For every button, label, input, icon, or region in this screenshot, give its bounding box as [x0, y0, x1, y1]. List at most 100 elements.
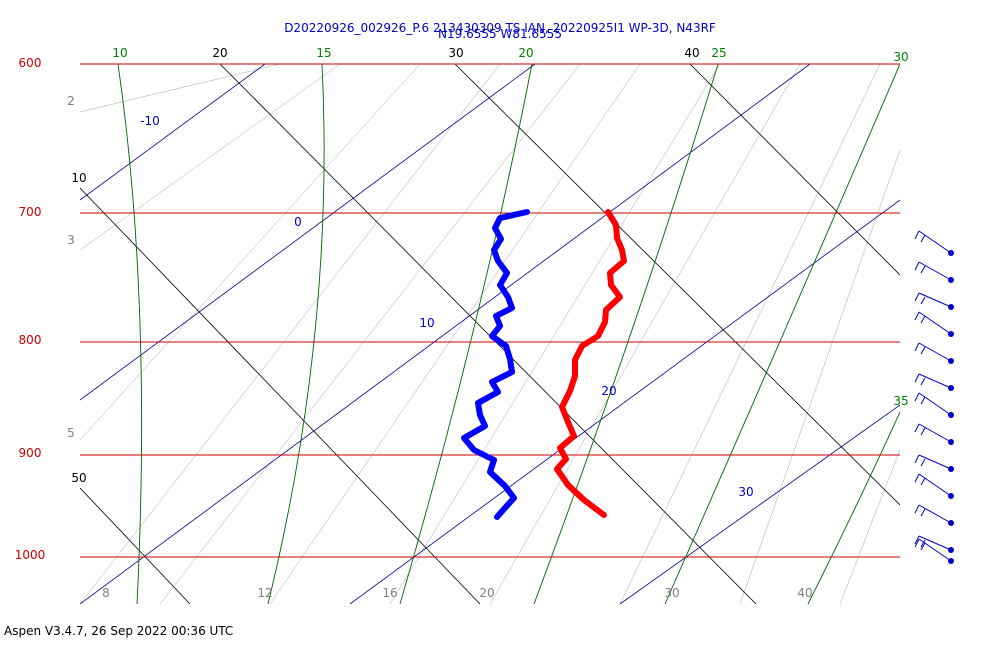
wind-barb	[914, 261, 954, 283]
dry-adiabat-line	[80, 64, 811, 604]
wind-barb	[914, 454, 954, 472]
moist-adiabat-curve	[807, 411, 900, 604]
moist-adiabat-curve	[399, 64, 533, 604]
wind-barb	[914, 504, 954, 526]
wind-barb-flag	[920, 396, 926, 405]
moist-adiabat-label: 10	[112, 46, 127, 60]
dry-adiabat-line	[349, 199, 900, 604]
wind-barb-flag	[920, 477, 926, 486]
chart-subtitle: N19.6555 W81.6555	[438, 27, 562, 41]
wind-barb-flag	[920, 265, 926, 274]
wind-barb-flag	[920, 346, 926, 355]
temperature-trace	[554, 209, 627, 518]
wind-barb	[914, 473, 954, 499]
wind-barb-flag	[920, 315, 926, 324]
wind-barb-staff	[918, 311, 952, 335]
pressure-label: 700	[19, 205, 42, 219]
wind-barb-dot	[948, 493, 954, 499]
isotherm-label: 50	[71, 471, 86, 485]
moist-adiabat-label: 30	[893, 50, 908, 64]
mixing-ratio-label: 8	[102, 586, 110, 600]
isotherm-line	[219, 64, 757, 604]
mixing-ratio-line	[389, 64, 721, 604]
mixing-ratio-line	[739, 149, 900, 604]
wind-barb-staff	[918, 454, 952, 470]
isobars	[80, 63, 900, 558]
wind-barb-flag	[914, 538, 920, 548]
mixing-ratio-line	[839, 449, 900, 604]
pressure-label: 1000	[15, 548, 46, 562]
wind-barb-staff	[918, 342, 952, 362]
mixing-ratio-label: 16	[382, 586, 397, 600]
moist-adiabat-curve	[533, 64, 719, 604]
wind-barb-staff	[918, 504, 952, 524]
pressure-label: 900	[19, 446, 42, 460]
dry-adiabat-line	[80, 64, 536, 401]
dry-adiabat-line	[619, 404, 900, 604]
chart-title: D20220926_002926_P.6 213430309 TS IAN, 2…	[284, 21, 716, 35]
wind-barb-flag	[914, 473, 920, 483]
moist-adiabat-curve	[117, 64, 143, 604]
moist-adiabat-label: 15	[316, 46, 331, 60]
mixing-ratio-line	[269, 64, 641, 604]
wind-barb-flag	[914, 504, 920, 514]
wind-barb-staff	[918, 392, 952, 416]
mixing-ratio-line	[80, 64, 281, 113]
isotherm-line	[80, 187, 481, 604]
wind-barb-staff	[918, 473, 952, 497]
moist-adiabat-label: 35	[893, 394, 908, 408]
wind-barb-flag	[914, 454, 920, 464]
wind-barb-flag	[914, 292, 920, 302]
mixing-ratio-line	[619, 64, 881, 604]
wind-barb	[914, 311, 954, 337]
wind-barb-dot	[948, 412, 954, 418]
isotherm-line	[454, 64, 900, 506]
wind-barb-dot	[948, 304, 954, 310]
wind-barb-staff	[918, 261, 952, 281]
wind-barb-dot	[948, 547, 954, 553]
wind-barb-flag	[920, 427, 926, 436]
wind-barb	[914, 538, 954, 564]
wind-barb-dot	[948, 385, 954, 391]
wind-barb-flag	[920, 377, 926, 386]
wind-barb-flag	[920, 234, 926, 243]
isotherm-label: 30	[448, 46, 463, 60]
moist-adiabat-curve	[664, 64, 900, 604]
wind-barb-flag	[920, 542, 926, 551]
dry-adiabat-label: 0	[294, 215, 302, 229]
dry-adiabat-label: 30	[738, 485, 753, 499]
wind-barb-staff	[918, 230, 952, 254]
mixing-ratio-label: 20	[479, 586, 494, 600]
dry-adiabat-label: -10	[140, 114, 160, 128]
wind-barb	[914, 535, 954, 553]
wind-barb-flag	[920, 296, 926, 305]
wind-barb-flag	[914, 342, 920, 352]
mixing-ratio-line	[80, 64, 421, 441]
wind-barb-flag	[914, 230, 920, 240]
wind-barb	[914, 373, 954, 391]
wind-barb-flag	[914, 423, 920, 433]
wind-barb	[914, 292, 954, 310]
footer-text: Aspen V3.4.7, 26 Sep 2022 00:36 UTC	[4, 624, 234, 638]
wind-barb-flag	[914, 392, 920, 402]
pressure-label: 600	[19, 56, 42, 70]
wind-barb-dot	[948, 277, 954, 283]
wind-barb-dot	[948, 331, 954, 337]
wind-barb-flag	[920, 508, 926, 517]
mixing-ratio-line	[80, 64, 341, 251]
mixing-ratio-line	[489, 64, 801, 604]
isotherm-label: 20	[212, 46, 227, 60]
mixing-ratio-label: 12	[257, 586, 272, 600]
mixing-ratio-label: 2	[67, 94, 75, 108]
dry-adiabat-line	[80, 64, 266, 201]
wind-barb-dot	[948, 520, 954, 526]
grid-lines	[80, 64, 900, 604]
mixing-ratio-label: 40	[797, 586, 812, 600]
wind-barb	[914, 342, 954, 364]
wind-barb-staff	[918, 538, 952, 562]
wind-barb	[914, 392, 954, 418]
wind-barb-flag	[914, 311, 920, 321]
moist-adiabat-label: 25	[711, 46, 726, 60]
